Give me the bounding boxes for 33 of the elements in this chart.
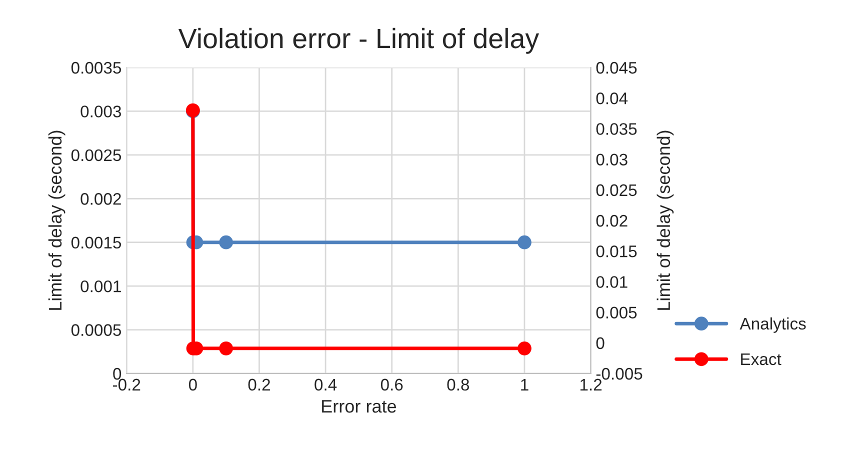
x-tick-label: 0.6 [380, 378, 403, 391]
y2-tick-label: 0.02 [596, 214, 628, 227]
y2-tick-label: 0.035 [596, 123, 637, 135]
y2-tick-label: 0.045 [596, 62, 637, 74]
chart-title: Violation error - Limit of delay [178, 28, 540, 54]
y-tick-label: 0.003 [80, 106, 122, 118]
y2-tick-label: 0.025 [596, 184, 637, 196]
y2-tick-label: 0.01 [596, 276, 628, 288]
legend-label: Analytics [740, 317, 806, 333]
legend-label: Exact [741, 354, 782, 366]
y-tick-label: 0.0035 [71, 62, 122, 74]
y2-tick-label: 0.04 [596, 92, 628, 104]
x-tick-label: 0 [188, 378, 197, 391]
x-tick-label: 1.2 [580, 378, 602, 390]
y-tick-label: 0.0025 [71, 149, 122, 162]
y-axis-title: Limit of delay (second) [48, 130, 66, 310]
y2-tick-label: 0.015 [596, 246, 637, 258]
y2-tick-label: 0.03 [596, 154, 628, 166]
y2-tick-label: 0 [596, 337, 604, 350]
x-tick-label: 0.8 [447, 378, 470, 391]
y2-axis-title: Limit of delay (second) [656, 130, 674, 310]
y-tick-label: 0.001 [80, 280, 121, 292]
x-tick-label: 0.2 [248, 378, 270, 391]
y2-tick-label: 0.005 [596, 306, 637, 319]
y-tick-label: 0.0015 [71, 236, 122, 249]
x-tick-label: 0.4 [314, 378, 337, 391]
y-tick-label: 0.0005 [71, 324, 122, 336]
x-axis-title: Error rate [322, 400, 396, 413]
y-tick-label: 0 [113, 368, 122, 380]
y2-tick-label: -0.005 [596, 368, 642, 380]
x-tick-label: -0.2 [112, 378, 140, 391]
x-tick-label: 1 [521, 378, 528, 390]
y-tick-label: 0.002 [80, 193, 121, 205]
